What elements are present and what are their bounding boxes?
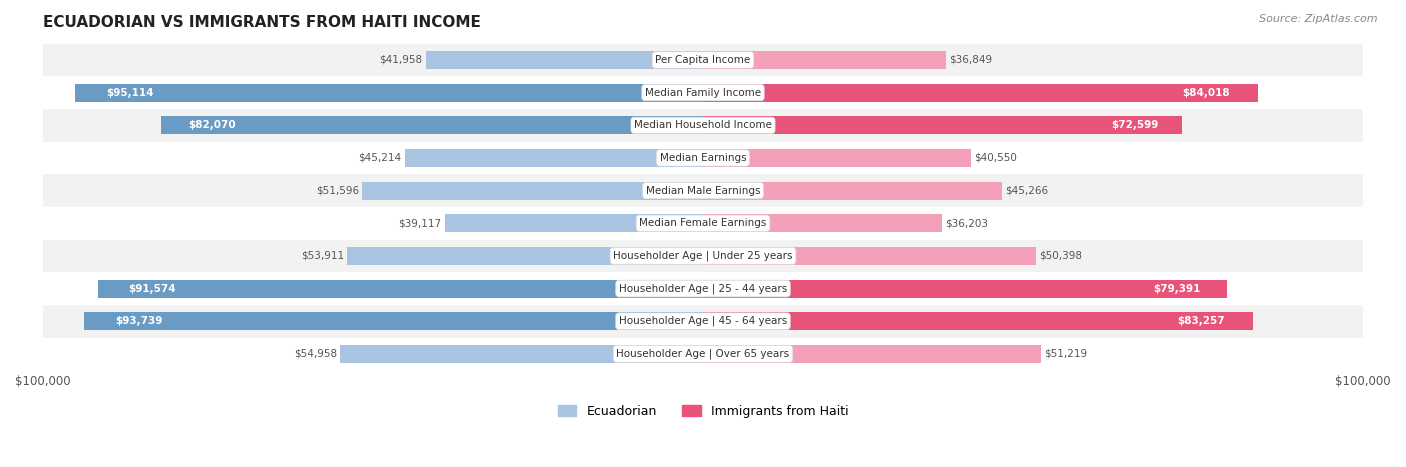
Bar xyxy=(703,149,970,167)
Text: $50,398: $50,398 xyxy=(1039,251,1083,261)
Text: $84,018: $84,018 xyxy=(1182,88,1230,98)
Text: Source: ZipAtlas.com: Source: ZipAtlas.com xyxy=(1260,14,1378,24)
Bar xyxy=(426,51,703,69)
Text: Median Family Income: Median Family Income xyxy=(645,88,761,98)
Text: Householder Age | 45 - 64 years: Householder Age | 45 - 64 years xyxy=(619,316,787,326)
Text: $91,574: $91,574 xyxy=(129,283,176,294)
Text: $51,596: $51,596 xyxy=(316,185,359,196)
Bar xyxy=(42,76,1364,109)
Text: $82,070: $82,070 xyxy=(188,120,236,130)
Bar xyxy=(42,142,1364,174)
Text: $83,257: $83,257 xyxy=(1178,316,1225,326)
Text: $53,911: $53,911 xyxy=(301,251,344,261)
Bar xyxy=(42,272,1364,305)
Bar xyxy=(347,247,703,265)
Bar xyxy=(703,116,1182,134)
Text: $40,550: $40,550 xyxy=(974,153,1017,163)
Text: Householder Age | Under 25 years: Householder Age | Under 25 years xyxy=(613,251,793,261)
Text: Median Male Earnings: Median Male Earnings xyxy=(645,185,761,196)
Text: Per Capita Income: Per Capita Income xyxy=(655,55,751,65)
Text: Median Earnings: Median Earnings xyxy=(659,153,747,163)
Text: $72,599: $72,599 xyxy=(1111,120,1159,130)
Text: ECUADORIAN VS IMMIGRANTS FROM HAITI INCOME: ECUADORIAN VS IMMIGRANTS FROM HAITI INCO… xyxy=(42,15,481,30)
Text: $95,114: $95,114 xyxy=(107,88,155,98)
Bar xyxy=(703,182,1002,199)
Bar xyxy=(703,247,1036,265)
Bar xyxy=(703,84,1258,102)
Bar xyxy=(162,116,703,134)
Bar xyxy=(42,338,1364,370)
Text: Householder Age | Over 65 years: Householder Age | Over 65 years xyxy=(616,348,790,359)
Bar xyxy=(75,84,703,102)
Text: $36,203: $36,203 xyxy=(945,218,988,228)
Bar xyxy=(42,240,1364,272)
Text: Householder Age | 25 - 44 years: Householder Age | 25 - 44 years xyxy=(619,283,787,294)
Text: $45,214: $45,214 xyxy=(359,153,401,163)
Bar xyxy=(84,312,703,330)
Text: $41,958: $41,958 xyxy=(380,55,423,65)
Bar xyxy=(98,280,703,297)
Bar xyxy=(405,149,703,167)
Bar xyxy=(42,207,1364,240)
Bar xyxy=(703,214,942,232)
Bar xyxy=(340,345,703,363)
Bar xyxy=(703,51,946,69)
Text: Median Female Earnings: Median Female Earnings xyxy=(640,218,766,228)
Text: $93,739: $93,739 xyxy=(115,316,163,326)
Text: $54,958: $54,958 xyxy=(294,349,337,359)
Text: $79,391: $79,391 xyxy=(1153,283,1201,294)
Text: Median Household Income: Median Household Income xyxy=(634,120,772,130)
Bar xyxy=(444,214,703,232)
Text: $45,266: $45,266 xyxy=(1005,185,1049,196)
Bar xyxy=(42,109,1364,142)
Text: $36,849: $36,849 xyxy=(949,55,993,65)
Bar xyxy=(703,312,1253,330)
Bar xyxy=(42,305,1364,338)
Bar xyxy=(703,280,1227,297)
Text: $39,117: $39,117 xyxy=(398,218,441,228)
Text: $51,219: $51,219 xyxy=(1045,349,1088,359)
Bar xyxy=(42,44,1364,76)
Bar xyxy=(703,345,1040,363)
Bar xyxy=(363,182,703,199)
Bar xyxy=(42,174,1364,207)
Legend: Ecuadorian, Immigrants from Haiti: Ecuadorian, Immigrants from Haiti xyxy=(553,400,853,423)
